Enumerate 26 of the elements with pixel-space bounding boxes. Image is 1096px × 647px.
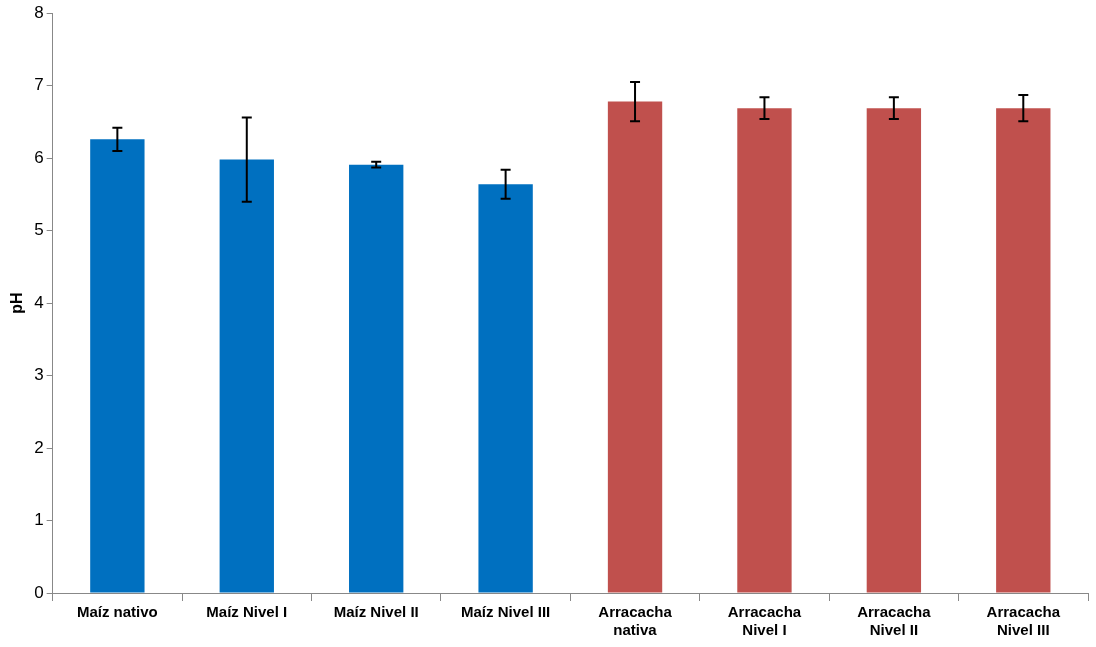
x-tick-label: Maíz nativo — [76, 603, 158, 621]
y-tick-label: 7 — [34, 75, 44, 95]
bar — [737, 108, 792, 593]
bar — [349, 164, 404, 593]
bar — [996, 108, 1051, 593]
bar — [607, 101, 663, 593]
bar — [90, 139, 145, 593]
y-tick-label: 5 — [34, 220, 44, 240]
x-tick-label: Maíz Nivel I — [206, 603, 288, 621]
y-tick-label: 3 — [34, 365, 44, 385]
y-tick-label: 6 — [34, 147, 44, 167]
y-axis-title: pH — [8, 292, 26, 314]
bar — [219, 159, 274, 593]
y-tick-label: 2 — [34, 437, 44, 457]
x-tick-label: Maíz Nivel III — [461, 603, 551, 621]
y-tick-label: 1 — [34, 510, 44, 530]
x-tick-label: Maíz Nivel II — [333, 603, 419, 621]
x-tick-label: Arracacha Nivel II — [857, 603, 932, 639]
x-tick-label: Arracacha Nivel III — [986, 603, 1061, 639]
x-tick-label: Arracacha nativa — [598, 603, 673, 639]
bar — [866, 108, 922, 593]
y-tick-label: 4 — [34, 292, 44, 312]
y-tick-label: 8 — [34, 2, 44, 22]
y-tick-label: 0 — [34, 582, 44, 602]
x-tick-label: Arracacha Nivel I — [727, 603, 802, 639]
bar — [478, 184, 533, 593]
